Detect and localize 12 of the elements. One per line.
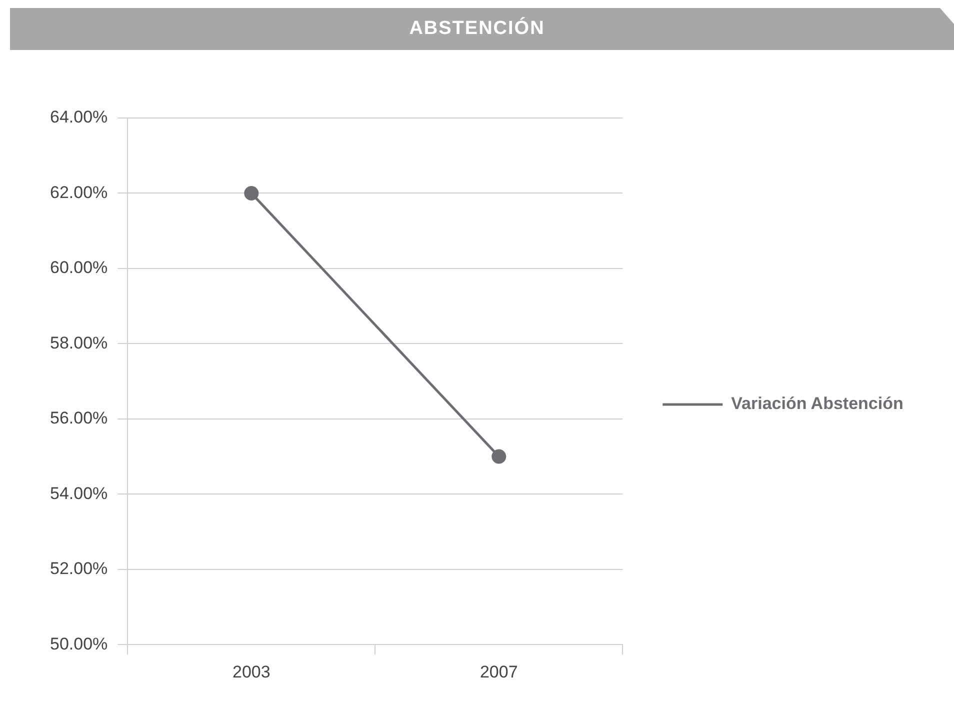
y-tick-label: 60.00% [50, 258, 108, 278]
legend-label: Variación Abstención [731, 394, 904, 414]
y-tick-label: 54.00% [50, 484, 108, 503]
x-tick-label: 2003 [232, 662, 270, 682]
y-tick-label: 50.00% [50, 634, 108, 654]
x-tick-label: 2007 [480, 662, 518, 682]
chart-title: ABSTENCIÓN [408, 16, 546, 41]
y-tick-label: 52.00% [50, 559, 108, 578]
y-tick-label: 56.00% [50, 408, 108, 428]
y-tick-label: 58.00% [50, 333, 108, 352]
y-tick-label: 62.00% [50, 182, 108, 202]
y-tick-label: 64.00% [50, 108, 108, 127]
